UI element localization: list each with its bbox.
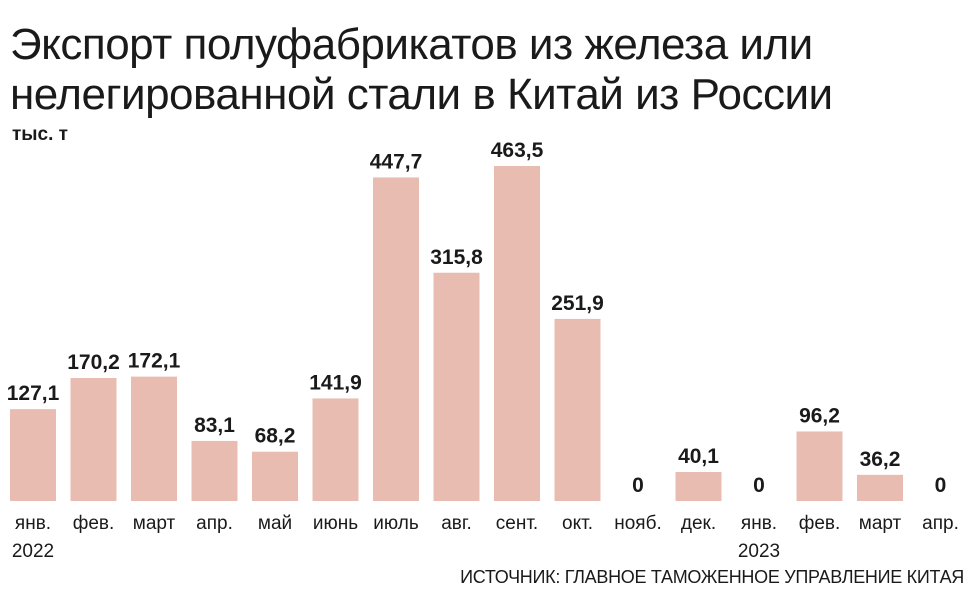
bar-2 xyxy=(131,376,177,501)
bar-3 xyxy=(191,440,238,501)
value-label-10: 0 xyxy=(632,474,644,497)
x-tick-label-0: янв. xyxy=(15,513,51,534)
chart-title: Экспорт полуфабрикатов из железа или нел… xyxy=(10,20,833,119)
bar-11 xyxy=(675,472,722,501)
bar-13 xyxy=(796,431,843,501)
value-label-11: 40,1 xyxy=(678,445,719,468)
bar-6 xyxy=(373,177,419,502)
x-tick-label-15: апр. xyxy=(922,513,959,534)
value-label-12: 0 xyxy=(753,474,765,497)
x-tick-label-8: сент. xyxy=(496,513,538,534)
bar-5 xyxy=(312,398,359,501)
x-tick-label-10: нояб. xyxy=(614,513,662,534)
bar-4 xyxy=(252,451,298,501)
x-tick-label-11: дек. xyxy=(681,513,716,534)
x-tick-label-14: март xyxy=(859,513,902,534)
bar-7 xyxy=(433,272,480,501)
bar-8 xyxy=(494,166,540,501)
bar-14 xyxy=(857,474,903,501)
value-label-3: 83,1 xyxy=(194,414,235,437)
value-label-15: 0 xyxy=(935,474,947,497)
x-tick-label-9: окт. xyxy=(562,513,593,534)
bar-1 xyxy=(70,377,117,501)
x-tick-label-6: июль xyxy=(373,513,419,534)
x-tick-label-7: авг. xyxy=(441,513,472,534)
x-tick-label-3: апр. xyxy=(196,513,233,534)
bar-0 xyxy=(10,409,56,501)
value-label-5: 141,9 xyxy=(309,371,362,394)
value-label-6: 447,7 xyxy=(370,150,423,173)
bar-9 xyxy=(554,318,601,501)
value-label-4: 68,2 xyxy=(255,425,296,448)
unit-label: тыс. т xyxy=(12,124,68,145)
x-tick-label-4: май xyxy=(258,513,292,534)
year-label-0: 2022 xyxy=(12,541,54,562)
x-tick-label-13: фев. xyxy=(799,513,841,534)
value-label-13: 96,2 xyxy=(799,404,840,427)
value-label-7: 315,8 xyxy=(430,246,483,269)
x-tick-label-12: янв. xyxy=(741,513,777,534)
value-label-9: 251,9 xyxy=(551,292,604,315)
value-label-14: 36,2 xyxy=(860,448,901,471)
year-label-1: 2023 xyxy=(738,541,780,562)
x-tick-label-5: июнь xyxy=(313,513,358,534)
value-label-0: 127,1 xyxy=(7,382,60,405)
value-label-8: 463,5 xyxy=(491,139,544,162)
value-label-2: 172,1 xyxy=(128,350,181,373)
x-tick-label-1: фев. xyxy=(73,513,115,534)
value-label-1: 170,2 xyxy=(67,351,120,374)
x-tick-label-2: март xyxy=(133,513,176,534)
source-note: ИСТОЧНИК: ГЛАВНОЕ ТАМОЖЕННОЕ УПРАВЛЕНИЕ … xyxy=(460,567,964,587)
